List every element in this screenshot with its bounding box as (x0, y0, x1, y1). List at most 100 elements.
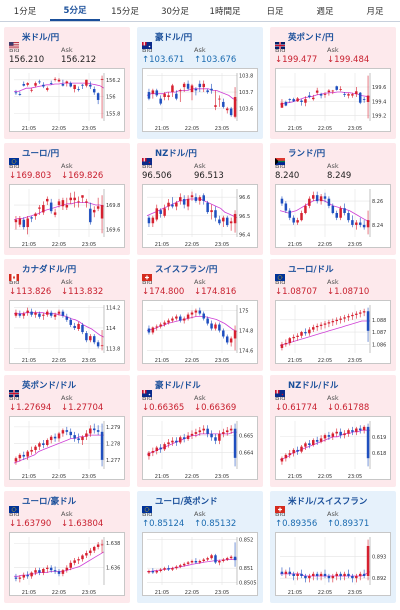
bid-label: Bid (142, 46, 153, 54)
candle-body (335, 86, 338, 90)
tab-timeframe-6[interactable]: 週足 (316, 6, 334, 17)
rate-card[interactable]: ランド/円 Bid Ask 8.240 8.249 8.26 8.24 21:05 22:05 2… (270, 143, 396, 255)
ask-label: Ask (194, 278, 206, 286)
bid-label: Bid (275, 278, 286, 286)
candle-body (61, 311, 65, 316)
rate-card[interactable]: 英ポンド/ドル Bid Ask ↓1.27694 ↓1.27704 1.279 1.278 1… (4, 375, 130, 487)
bid-price: ↓169.803 (9, 171, 52, 181)
eu-flag-icon (142, 498, 152, 513)
rate-card[interactable]: 米ドル/スイスフラン Bid Ask ↑0.89356 ↑0.89371 0.893 0.8… (270, 491, 396, 603)
price-tick-label: 1.086 (372, 342, 386, 348)
rate-card[interactable]: ユーロ/英ポンド Bid Ask ↑0.85124 ↑0.85132 0.852 0.851… (137, 491, 263, 603)
candle-body (38, 443, 41, 447)
candlestick-chart-svg: 0.852 0.851 0.8505 21:05 22:05 23:05 (146, 537, 257, 596)
currency-pair-link[interactable]: ユーロ/英ポンド (155, 497, 218, 507)
currency-pair-link[interactable]: ユーロ/ドル (288, 265, 334, 275)
currency-pair-link[interactable]: ランド/円 (288, 149, 326, 159)
rate-card[interactable]: NZドル/円 Bid Ask 96.506 96.513 96.6 96.5 96.4 21:0… (137, 143, 263, 255)
price-tick-label: 0.892 (372, 576, 386, 582)
currency-pair-link[interactable]: スイスフラン/円 (155, 265, 218, 275)
currency-pair-link[interactable]: カナダドル/円 (22, 265, 77, 275)
currency-pair-link[interactable]: NZドル/円 (155, 149, 197, 159)
rate-card[interactable]: ユーロ/ドル Bid Ask ↓1.08707 ↓1.08710 1.088 1.087 1.… (270, 259, 396, 371)
ask-price: 8.249 (327, 171, 352, 181)
bid-ask-prices: 96.506 96.513 (142, 171, 258, 182)
time-tick-label: 21:05 (155, 126, 169, 132)
bid-price: 156.210 (9, 55, 45, 65)
rate-card[interactable]: 米ドル/円 Bid Ask 156.210 156.212 156.2 156 155.8 21… (4, 27, 130, 139)
candle-body (288, 99, 292, 100)
candlestick-chart[interactable]: 0.619 0.618 21:05 22:05 23:05 (275, 416, 391, 480)
candlestick-chart-svg: 1.279 1.278 1.277 21:05 22:05 23:05 (13, 421, 120, 480)
candle-body (214, 210, 217, 218)
candlestick-chart[interactable]: 175 174.8 174.6 21:05 22:05 23:05 (142, 300, 258, 364)
currency-pair-link[interactable]: ユーロ/円 (22, 149, 60, 159)
currency-pair-link[interactable]: 英ポンド/ドル (22, 381, 77, 391)
candle-body (206, 90, 209, 93)
tab-timeframe-2[interactable]: 15分足 (111, 6, 139, 17)
candle-body (77, 323, 80, 329)
candle-body (92, 89, 96, 93)
price-tick-label: 169.8 (106, 203, 120, 209)
candlestick-chart[interactable]: 199.6 199.4 199.2 21:05 22:05 23:05 (275, 68, 391, 132)
candlestick-chart[interactable]: 1.088 1.087 1.086 21:05 22:05 23:05 (275, 300, 391, 364)
currency-pair-link[interactable]: 英ポンド/円 (288, 33, 334, 43)
candlestick-chart-svg: 8.26 8.24 21:05 22:05 23:05 (279, 189, 383, 248)
candlestick-chart[interactable]: 114.2 114 113.8 21:05 22:05 23:05 (9, 300, 125, 364)
candle-body (222, 432, 225, 434)
bid-ask-labels: Bid Ask (142, 278, 258, 286)
candlestick-chart[interactable]: 1.638 1.636 21:05 22:05 23:05 (9, 532, 125, 596)
tab-timeframe-5[interactable]: 日足 (266, 6, 284, 17)
candlestick-chart[interactable]: 169.8 169.6 21:05 22:05 23:05 (9, 184, 125, 248)
candlestick-chart[interactable]: 0.852 0.851 0.8505 21:05 22:05 23:05 (142, 532, 258, 596)
currency-pair-link[interactable]: 豪ドル/ドル (155, 381, 201, 391)
candlestick-chart[interactable]: 103.8 103.7 103.6 21:05 22:05 23:05 (142, 68, 258, 132)
candlestick-chart[interactable]: 0.665 0.664 21:05 22:05 23:05 (142, 416, 258, 480)
candle-body (351, 576, 354, 579)
candle-body (229, 221, 233, 224)
candlestick-chart[interactable]: 0.893 0.892 21:05 22:05 23:05 (275, 532, 391, 596)
rate-card[interactable]: カナダドル/円 Bid Ask ↓113.826 ↓113.832 114.2 114 113… (4, 259, 130, 371)
currency-pair-link[interactable]: NZドル/ドル (288, 381, 339, 391)
tab-timeframe-1[interactable]: 5分足 (50, 0, 100, 21)
rate-card[interactable]: 豪ドル/円 Bid Ask ↑103.671 ↑103.676 103.8 103.7 103… (137, 27, 263, 139)
candlestick-chart[interactable]: 156.2 156 155.8 21:05 22:05 23:05 (9, 68, 125, 132)
rate-card[interactable]: NZドル/ドル Bid Ask ↓0.61774 ↓0.61788 0.619 0.618 2… (270, 375, 396, 487)
tab-timeframe-7[interactable]: 月足 (366, 6, 384, 17)
candle-body (304, 332, 307, 334)
rate-card-header: ユーロ/円 (9, 147, 125, 165)
candle-body (14, 219, 18, 223)
time-tick-label: 23:05 (348, 358, 362, 364)
candle-body (155, 90, 159, 96)
currency-pair-link[interactable]: 米ドル/スイスフラン (288, 497, 368, 507)
candlestick-chart[interactable]: 1.279 1.278 1.277 21:05 22:05 23:05 (9, 416, 125, 480)
rate-card[interactable]: 英ポンド/円 Bid Ask ↓199.477 ↓199.484 199.6 199.4 19… (270, 27, 396, 139)
candle-body (73, 197, 76, 201)
candle-body (229, 108, 233, 116)
rate-card[interactable]: ユーロ/豪ドル Bid Ask ↓1.63790 ↓1.63804 1.638 1.636 2… (4, 491, 130, 603)
tab-timeframe-4[interactable]: 1時間足 (209, 6, 241, 17)
rate-card[interactable]: ユーロ/円 Bid Ask ↓169.803 ↓169.826 169.8 169.6 21:… (4, 143, 130, 255)
candle-body (194, 432, 198, 434)
candlestick-chart[interactable]: 96.6 96.5 96.4 21:05 22:05 23:05 (142, 184, 258, 248)
candle-body (327, 435, 331, 437)
currency-pair-link[interactable]: ユーロ/豪ドル (22, 497, 77, 507)
candle-body (92, 546, 96, 551)
candle-body (362, 224, 366, 228)
time-tick-label: 22:05 (318, 126, 332, 132)
tab-timeframe-3[interactable]: 30分足 (161, 6, 189, 17)
currency-pair-link[interactable]: 米ドル/円 (22, 33, 60, 43)
rate-card[interactable]: スイスフラン/円 Bid Ask ↓174.800 ↓174.816 175 174.8 17… (137, 259, 263, 371)
tab-timeframe-0[interactable]: 1分足 (13, 6, 37, 17)
price-tick-label: 199.6 (372, 85, 386, 91)
price-tick-label: 103.6 (239, 107, 253, 113)
candlestick-chart[interactable]: 8.26 8.24 21:05 22:05 23:05 (275, 184, 391, 248)
rate-card[interactable]: 豪ドル/ドル Bid Ask ↓0.66365 ↓0.66369 0.665 0.664 21… (137, 375, 263, 487)
candle-body (335, 213, 338, 218)
time-tick-label: 22:05 (318, 242, 332, 248)
eu-flag-icon (9, 150, 19, 165)
bid-ask-labels: Bid Ask (142, 46, 258, 54)
candle-body (159, 98, 162, 104)
currency-pair-link[interactable]: 豪ドル/円 (155, 33, 193, 43)
bid-ask-labels: Bid Ask (9, 278, 125, 286)
